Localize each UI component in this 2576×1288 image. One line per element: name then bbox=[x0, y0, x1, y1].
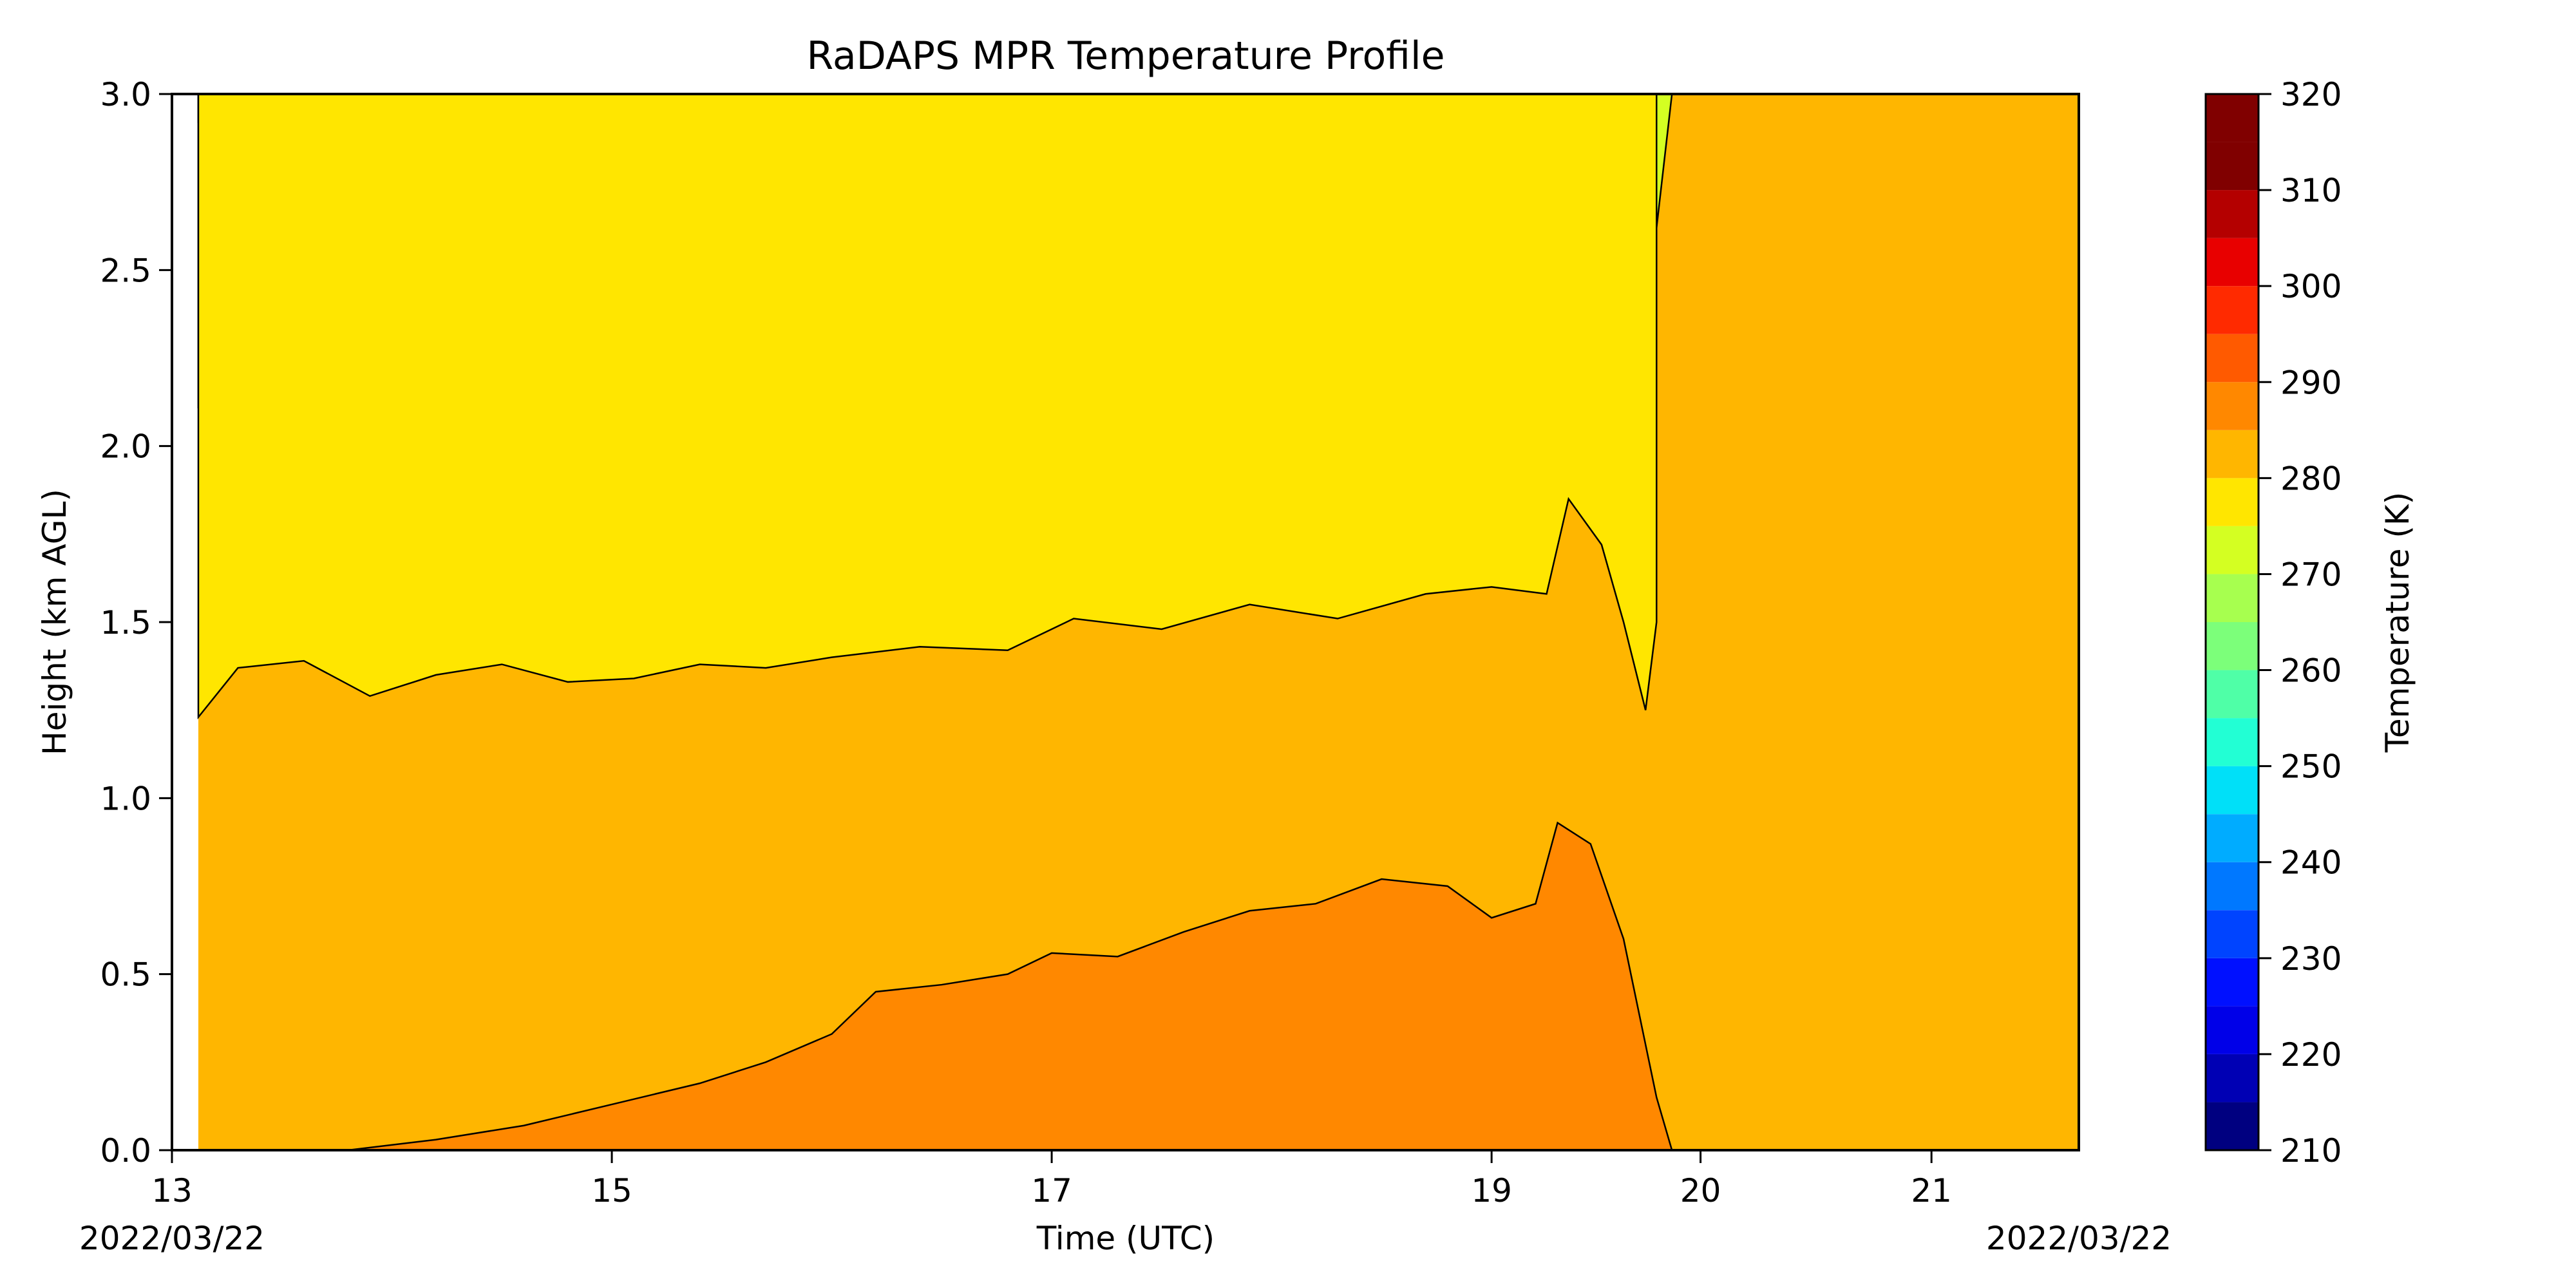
x-tick-label: 21 bbox=[1911, 1172, 1952, 1209]
colorbar-tick-label: 300 bbox=[2280, 268, 2342, 305]
colorbar-tick-label: 230 bbox=[2280, 940, 2342, 978]
colorbar-segment bbox=[2206, 190, 2259, 238]
colorbar-segment bbox=[2206, 94, 2259, 142]
colorbar-segment bbox=[2206, 622, 2259, 670]
colorbar-tick-label: 210 bbox=[2280, 1132, 2342, 1170]
colorbar-label: Temperature (K) bbox=[2379, 492, 2416, 753]
x-tick-label: 17 bbox=[1031, 1172, 1072, 1209]
colorbar-segment bbox=[2206, 1006, 2259, 1054]
colorbar-tick-label: 290 bbox=[2280, 364, 2342, 401]
colorbar-segment bbox=[2206, 286, 2259, 334]
colorbar-segment bbox=[2206, 718, 2259, 766]
colorbar: 210 220 230 240 250 260 270 280 290 300 310 320 Tem… bbox=[2204, 76, 2416, 1170]
colorbar-segment bbox=[2206, 478, 2259, 526]
colorbar-segment bbox=[2206, 766, 2259, 815]
colorbar-tick-label: 220 bbox=[2280, 1036, 2342, 1074]
colorbar-tick-label: 270 bbox=[2280, 556, 2342, 593]
colorbar-segment bbox=[2206, 430, 2259, 478]
y-tick-label: 2.0 bbox=[100, 428, 151, 466]
x-tick-label: 19 bbox=[1471, 1172, 1512, 1209]
colorbar-segment bbox=[2206, 1102, 2259, 1150]
y-tick-label: 1.0 bbox=[100, 780, 151, 817]
temperature-region-280-285 bbox=[197, 94, 1658, 720]
y-tick-label: 0.5 bbox=[100, 956, 151, 994]
colorbar-tick-label: 260 bbox=[2280, 652, 2342, 690]
x-tick-label: 13 bbox=[151, 1172, 193, 1209]
colorbar-segment bbox=[2206, 526, 2259, 574]
x-axis-label: Time (UTC) bbox=[1036, 1220, 1215, 1257]
x-start-date: 2022/03/22 bbox=[79, 1220, 265, 1257]
x-tick-label: 20 bbox=[1680, 1172, 1721, 1209]
colorbar-tick-label: 280 bbox=[2280, 460, 2342, 497]
colorbar-segment bbox=[2206, 862, 2259, 911]
colorbar-segment bbox=[2206, 574, 2259, 622]
colorbar-segment bbox=[2206, 382, 2259, 430]
colorbar-tick-label: 250 bbox=[2280, 748, 2342, 786]
y-axis: 0.0 0.5 1.0 1.5 2.0 2.5 3.0 bbox=[100, 76, 172, 1170]
y-tick-label: 1.5 bbox=[100, 604, 151, 641]
y-tick-label: 2.5 bbox=[100, 252, 151, 289]
colorbar-tick-label: 240 bbox=[2280, 844, 2342, 882]
colorbar-segment bbox=[2206, 910, 2259, 958]
colorbar-segment bbox=[2206, 670, 2259, 719]
y-tick-label: 0.0 bbox=[100, 1132, 151, 1170]
colorbar-segment bbox=[2206, 142, 2259, 191]
colorbar-segment bbox=[2206, 1054, 2259, 1103]
colorbar-frame bbox=[2204, 93, 2260, 1151]
temperature-region-290-295 bbox=[348, 821, 1673, 1150]
colorbar-segment bbox=[2206, 334, 2259, 383]
x-axis: 13 15 17 19 20 21 bbox=[151, 1150, 1952, 1209]
x-end-date: 2022/03/22 bbox=[1986, 1220, 2172, 1257]
colorbar-tick-label: 320 bbox=[2280, 76, 2342, 113]
colorbar-segment bbox=[2206, 814, 2259, 862]
y-tick-label: 3.0 bbox=[100, 76, 151, 113]
colorbar-segment bbox=[2206, 958, 2259, 1007]
colorbar-segment bbox=[2206, 238, 2259, 287]
x-tick-label: 15 bbox=[591, 1172, 632, 1209]
chart-title: RaDAPS MPR Temperature Profile bbox=[806, 33, 1444, 79]
colorbar-tick-label: 310 bbox=[2280, 172, 2342, 209]
plot-area bbox=[171, 93, 2080, 1151]
y-axis-label: Height (km AGL) bbox=[36, 489, 73, 755]
